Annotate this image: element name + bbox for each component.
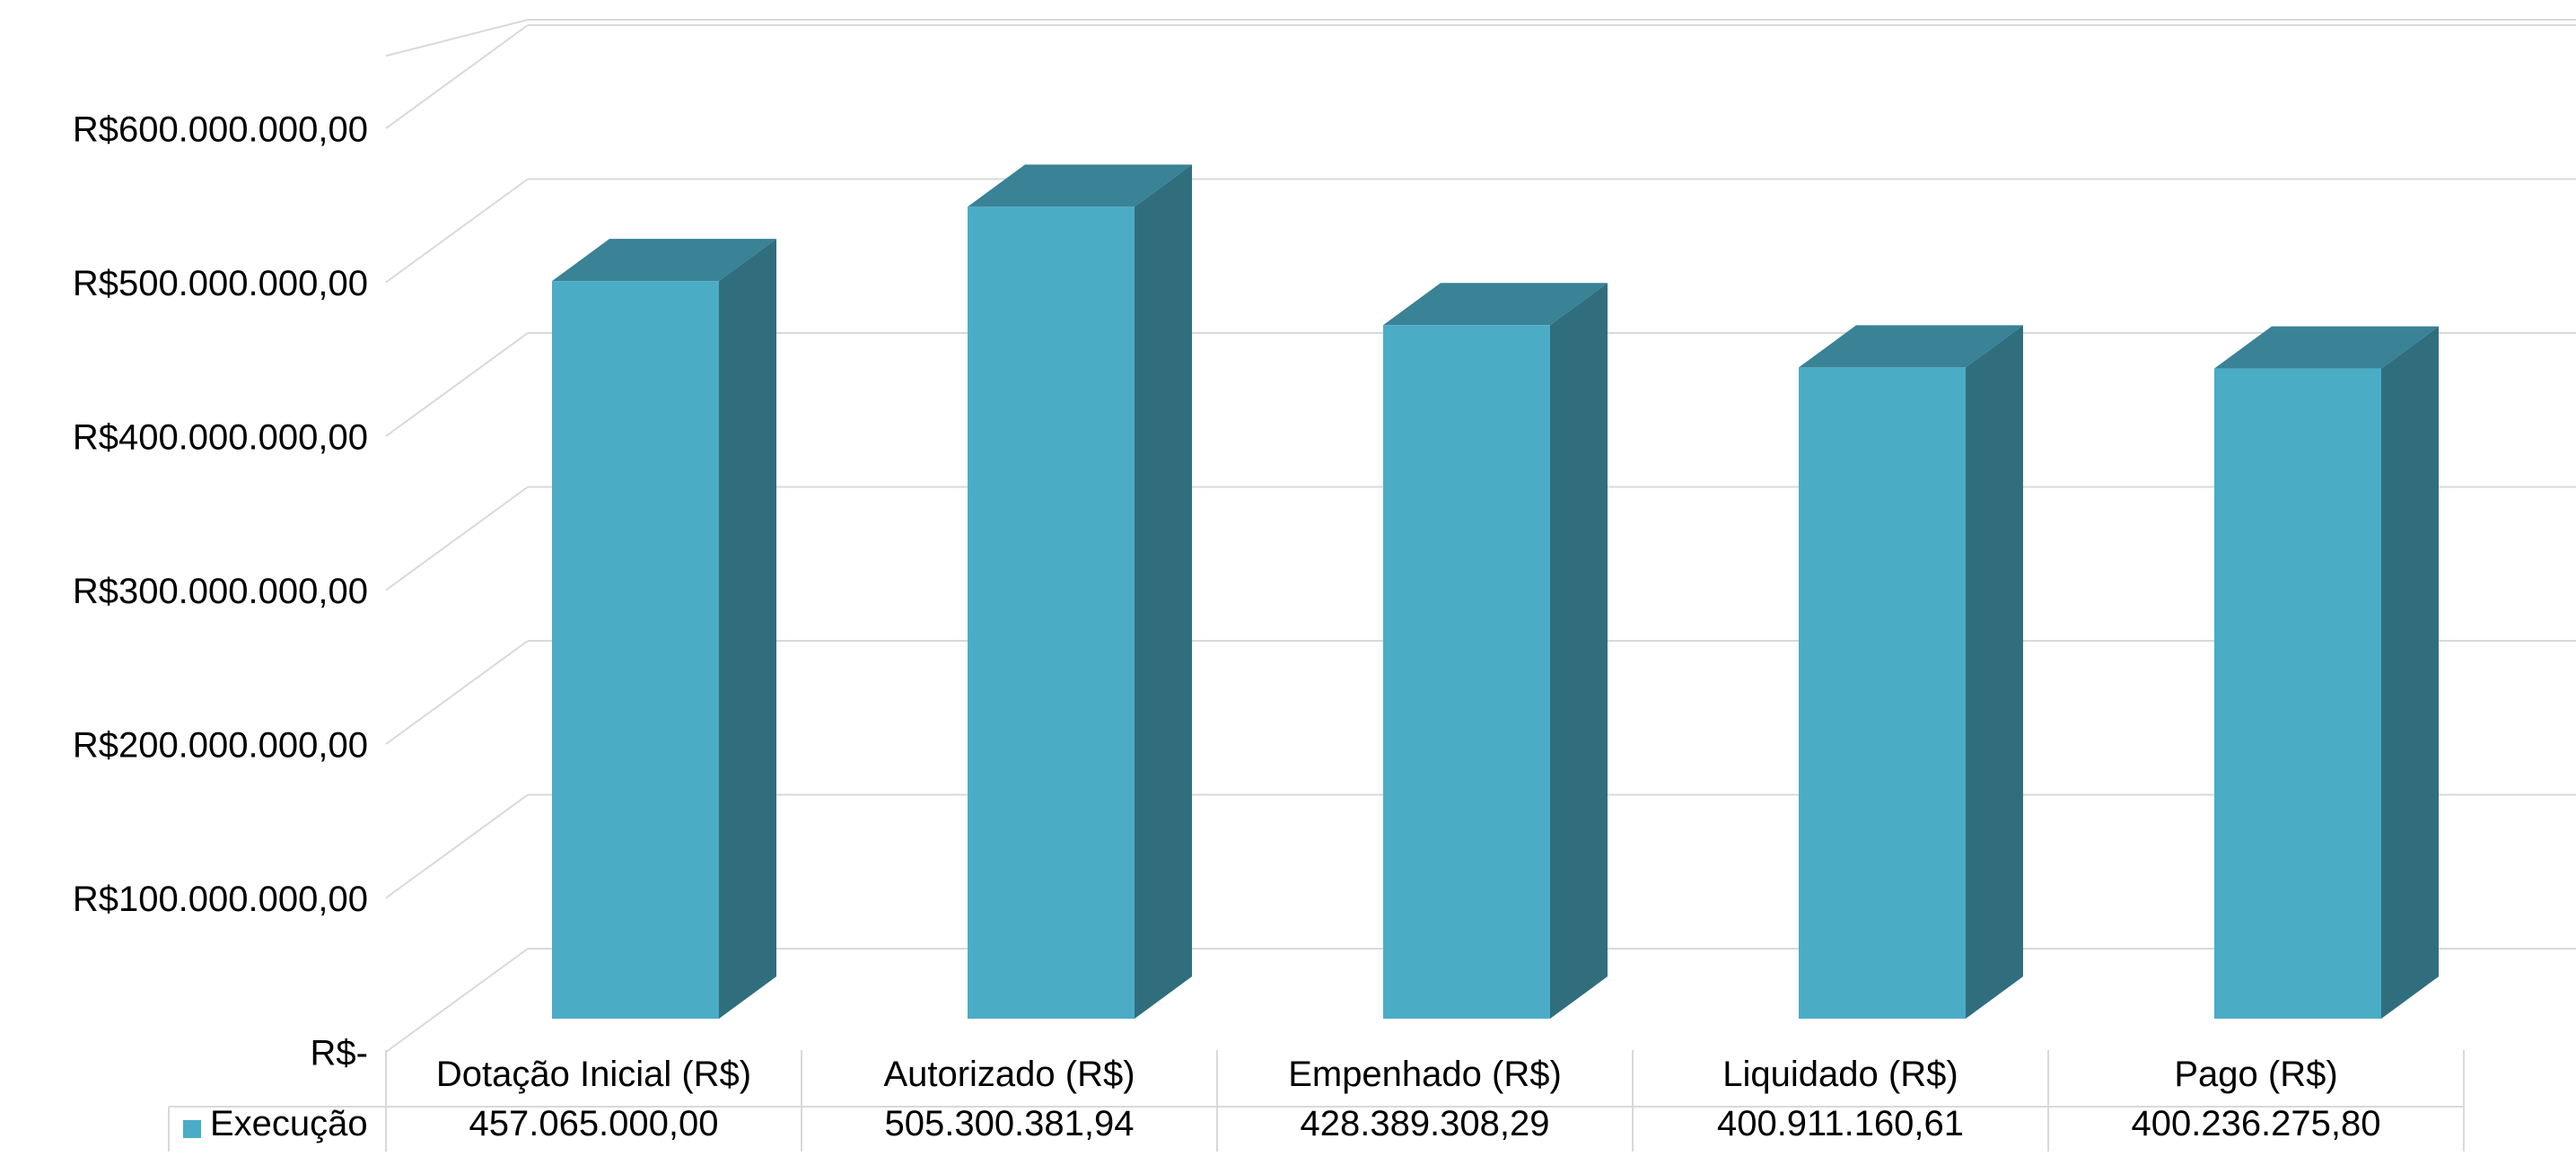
data-table: Dotação Inicial (R$) Autorizado (R$) Empen… (168, 1050, 2465, 1152)
data-value-label: 428.389.308,29 (1300, 1104, 1549, 1143)
bar-top (2214, 326, 2439, 369)
y-tick-label: R$500.000.000,00 (73, 264, 368, 303)
gridline-side (385, 19, 529, 57)
gridline-side (385, 24, 529, 129)
bar (2214, 326, 2439, 1019)
bar (1799, 325, 2023, 1019)
bar-side (719, 239, 776, 1019)
gridline-side (385, 948, 529, 1053)
gridline-side (385, 486, 529, 591)
y-tick-label: R$400.000.000,00 (73, 418, 368, 458)
series-name: Execução (210, 1104, 368, 1143)
bar-side (1135, 164, 1192, 1019)
bar (552, 239, 776, 1019)
data-value-label: 505.300.381,94 (884, 1104, 1134, 1143)
y-tick-label: R$100.000.000,00 (73, 880, 368, 919)
bar-top (1799, 325, 2023, 368)
bar-front (1799, 367, 1966, 1019)
bar-front (1383, 325, 1550, 1019)
gridline-side (385, 178, 529, 284)
category-label: Pago (R$) (2174, 1055, 2337, 1094)
category-label: Autorizado (R$) (883, 1055, 1135, 1094)
data-value-label: 400.236.275,80 (2131, 1104, 2380, 1143)
y-tick-label: R$600.000.000,00 (73, 110, 368, 150)
y-tick-label: R$- (311, 1034, 368, 1073)
data-value-label: 457.065.000,00 (469, 1104, 718, 1143)
bar (1383, 283, 1608, 1019)
bar-front (968, 206, 1135, 1019)
bar (968, 164, 1192, 1019)
bar-side (1966, 325, 2023, 1019)
bar-top (552, 239, 776, 282)
legend-key (183, 1120, 201, 1138)
data-value-label: 400.911.160,61 (1717, 1104, 1964, 1143)
gridline-side (385, 793, 529, 899)
bar-front (552, 281, 719, 1019)
bar-side (1550, 283, 1608, 1019)
gridline-side (385, 640, 529, 745)
category-label: Dotação Inicial (R$) (436, 1055, 751, 1094)
y-tick-label: R$300.000.000,00 (73, 572, 368, 611)
bar-top (968, 164, 1192, 207)
bar-side (2381, 326, 2439, 1019)
category-label: Liquidado (R$) (1722, 1055, 1958, 1094)
gridline-side (385, 332, 529, 437)
y-tick-label: R$200.000.000,00 (73, 726, 368, 766)
bar-top (1383, 283, 1608, 326)
bars (552, 164, 2439, 1019)
y-axis-tick-labels: R$- R$100.000.000,00 R$200.000.000,00 R$300… (73, 110, 368, 1073)
category-label: Empenhado (R$) (1288, 1055, 1562, 1094)
bar-front (2214, 368, 2381, 1019)
